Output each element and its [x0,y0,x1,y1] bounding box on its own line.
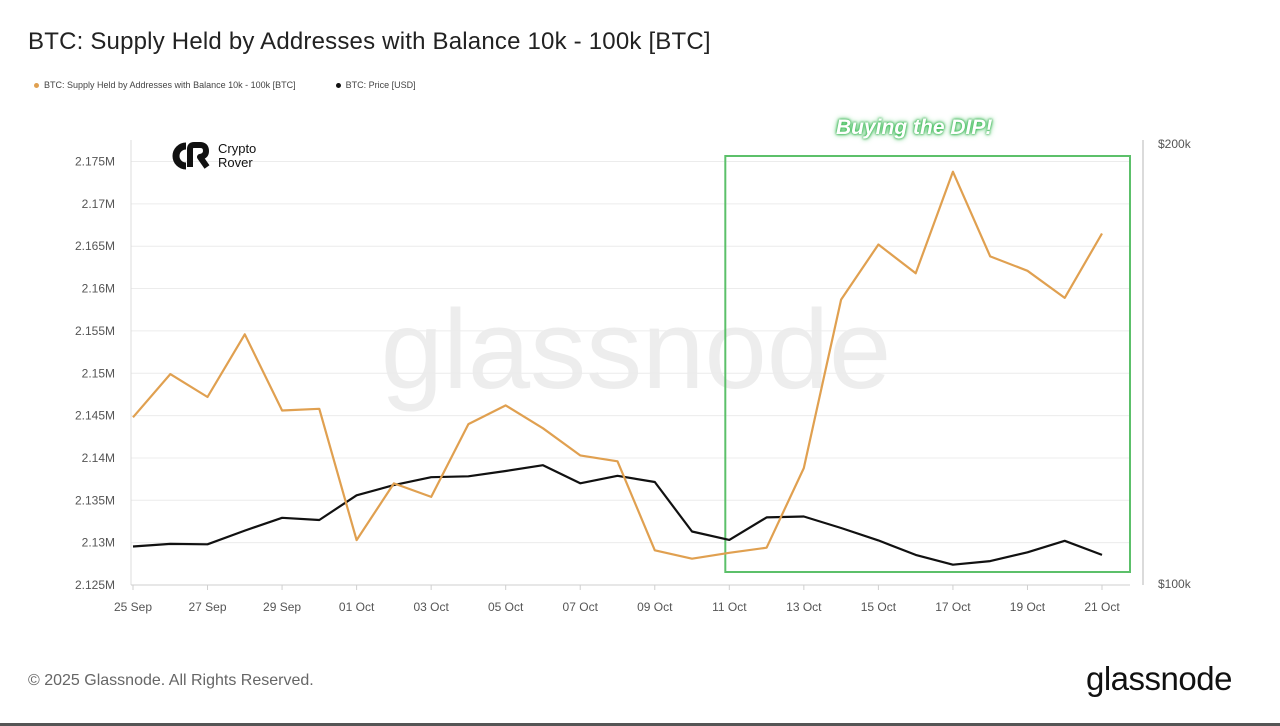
chart-legend: BTC: Supply Held by Addresses with Balan… [34,80,416,90]
y-left-tick-label: 2.155M [75,324,115,338]
chart-title: BTC: Supply Held by Addresses with Balan… [28,28,711,55]
glassnode-watermark: glassnode [381,287,892,412]
x-tick-label: 07 Oct [563,600,599,614]
highlight-box [724,155,1131,573]
x-tick-label: 29 Sep [263,600,301,614]
y-right-tick-label: $200k [1158,137,1192,151]
x-tick-label: 21 Oct [1084,600,1120,614]
y-left-tick-label: 2.13M [82,536,115,550]
x-tick-label: 01 Oct [339,600,375,614]
legend-item-price[interactable]: BTC: Price [USD] [335,80,416,90]
crypto-rover-logo-icon [172,142,210,170]
y-left-tick-label: 2.175M [75,155,115,169]
y-right-tick-label: $100k [1158,577,1192,591]
badge-line2: Rover [218,155,253,170]
y-left-tick-label: 2.125M [75,578,115,592]
x-tick-label: 15 Oct [861,600,897,614]
x-tick-label: 19 Oct [1010,600,1046,614]
series-line-supply [132,170,1103,560]
x-tick-label: 05 Oct [488,600,524,614]
x-tick-label: 25 Sep [114,600,152,614]
y-left-tick-label: 2.16M [82,282,115,296]
x-tick-label: 17 Oct [935,600,971,614]
legend-label-price: BTC: Price [USD] [345,80,416,90]
crypto-rover-badge: Crypto Rover [166,141,256,171]
bottom-divider [0,723,1280,726]
x-tick-label: 27 Sep [189,600,227,614]
legend-label-supply: BTC: Supply Held by Addresses with Balan… [44,80,296,90]
x-tick-label: 13 Oct [786,600,822,614]
legend-swatch-price [335,82,341,88]
y-left-tick-label: 2.15M [82,366,115,380]
buying-the-dip-annotation: Buying the DIP! [836,116,993,139]
series-line-price [132,464,1103,566]
legend-swatch-supply [34,82,39,88]
x-tick-label: 11 Oct [712,600,747,614]
y-left-tick-label: 2.145M [75,409,115,423]
y-left-tick-label: 2.165M [75,239,115,253]
badge-line1: Crypto [218,141,257,156]
y-left-tick-label: 2.14M [82,451,115,465]
x-tick-label: 03 Oct [413,600,449,614]
copyright-text: © 2025 Glassnode. All Rights Reserved. [28,672,314,689]
y-left-tick-label: 2.17M [82,197,115,211]
x-tick-label: 09 Oct [637,600,673,614]
y-left-tick-label: 2.135M [75,493,115,507]
glassnode-brand-logo: glassnode [1086,660,1232,697]
legend-item-supply[interactable]: BTC: Supply Held by Addresses with Balan… [34,80,296,90]
